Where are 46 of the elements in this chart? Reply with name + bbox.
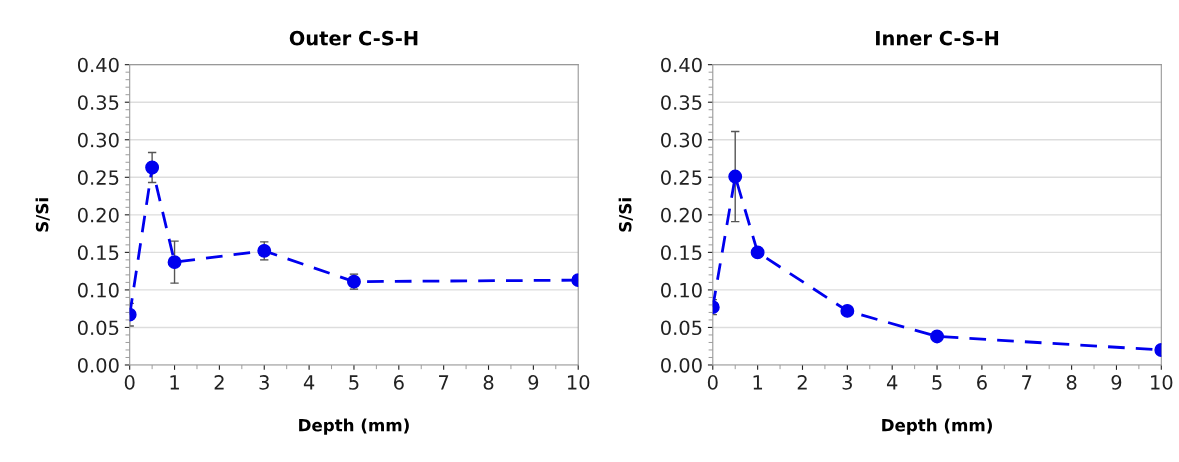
y-tick-label: 0.20 bbox=[661, 207, 702, 223]
x-tick-label: 9 bbox=[528, 375, 539, 390]
x-tick-label: 4 bbox=[303, 375, 315, 390]
y-tick-label: 0.40 bbox=[661, 57, 702, 73]
x-tick-label: 0 bbox=[124, 375, 135, 390]
x-axis-title: Depth (mm) bbox=[882, 418, 992, 435]
x-tick-label: 7 bbox=[439, 375, 449, 390]
x-tick-label: 7 bbox=[1022, 375, 1032, 390]
x-tick-label: 1 bbox=[170, 375, 179, 390]
y-axis-title: S/Si bbox=[35, 198, 50, 232]
x-tick-label: 2 bbox=[214, 375, 224, 390]
x-tick-label: 3 bbox=[842, 375, 852, 390]
x-tick-label: 10 bbox=[1151, 375, 1173, 390]
x-tick-label: 2 bbox=[797, 375, 807, 390]
x-tick-label: 6 bbox=[393, 375, 404, 390]
y-tick-label: 0.10 bbox=[661, 282, 702, 298]
y-tick-label: 0.30 bbox=[661, 132, 702, 148]
x-tick-label: 5 bbox=[349, 375, 359, 390]
chart-title: Outer C-S-H bbox=[289, 30, 418, 46]
y-tick-label: 0.00 bbox=[77, 357, 119, 373]
y-tick-label: 0.25 bbox=[77, 170, 119, 185]
x-tick-label: 0 bbox=[707, 375, 718, 390]
x-tick-label: 3 bbox=[259, 375, 269, 390]
y-tick-label: 0.10 bbox=[77, 282, 119, 298]
x-tick-label: 1 bbox=[753, 375, 763, 390]
y-axis-title: S/Si bbox=[618, 198, 633, 232]
y-tick-label: 0.05 bbox=[77, 320, 119, 336]
x-axis-title: Depth (mm) bbox=[299, 418, 409, 435]
x-tick-label: 4 bbox=[886, 375, 898, 390]
chart-title: Inner C-S-H bbox=[876, 30, 999, 46]
y-tick-label: 0.00 bbox=[661, 357, 702, 373]
y-tick-label: 0.05 bbox=[661, 320, 702, 336]
x-tick-label: 6 bbox=[977, 375, 987, 390]
x-tick-label: 9 bbox=[1111, 375, 1122, 390]
x-tick-label: 8 bbox=[1066, 375, 1077, 390]
y-tick-label: 0.25 bbox=[661, 170, 702, 185]
y-tick-label: 0.15 bbox=[661, 245, 702, 261]
y-tick-label: 0.30 bbox=[77, 132, 119, 148]
x-tick-label: 5 bbox=[932, 375, 942, 390]
y-tick-label: 0.35 bbox=[661, 95, 702, 110]
x-tick-label: 8 bbox=[483, 375, 494, 390]
y-tick-label: 0.15 bbox=[77, 245, 119, 261]
y-tick-label: 0.35 bbox=[77, 95, 119, 110]
y-tick-label: 0.20 bbox=[77, 207, 119, 223]
x-tick-label: 10 bbox=[567, 375, 590, 390]
y-tick-label: 0.40 bbox=[77, 57, 119, 73]
